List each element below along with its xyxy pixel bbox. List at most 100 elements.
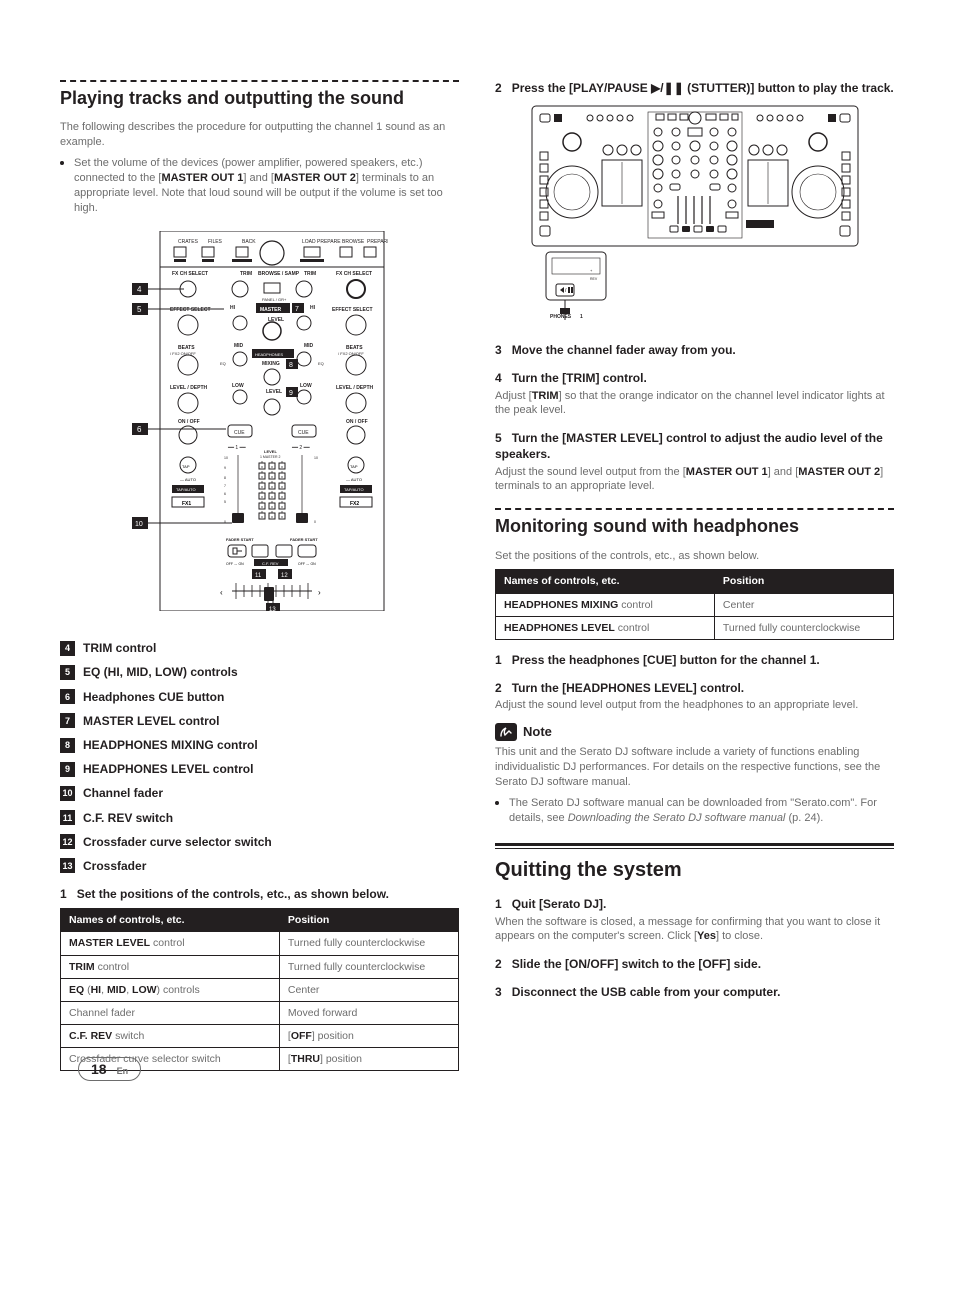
svg-text:TAP: TAP: [350, 464, 358, 469]
svg-text:8: 8: [289, 362, 293, 369]
badge-9: 9: [60, 762, 75, 777]
svg-text:HEADPHONES: HEADPHONES: [255, 352, 283, 357]
svg-text:MIXING: MIXING: [262, 361, 280, 367]
dashed-rule: [60, 80, 459, 82]
bullet-text: The Serato DJ software manual can be dow…: [509, 796, 894, 826]
svg-text:OFF ↔ ON: OFF ↔ ON: [226, 562, 244, 566]
play-pause-icon: ▶/❚❚: [651, 81, 684, 95]
svg-text:/ FX2 ON/OFF: / FX2 ON/OFF: [338, 351, 364, 356]
control-item: 6Headphones CUE button: [60, 689, 459, 705]
unit-diagram-svg: +REV / PHONES 1: [530, 104, 860, 324]
svg-text:PREPARE: PREPARE: [367, 239, 388, 245]
section-heading: Quitting the system: [495, 857, 894, 884]
svg-text:/: /: [565, 288, 567, 294]
note-label: Note: [523, 723, 552, 741]
svg-text:LEVEL / DEPTH: LEVEL / DEPTH: [170, 385, 208, 391]
page-number: 18 En: [78, 1057, 141, 1082]
svg-text:LEVEL / DEPTH: LEVEL / DEPTH: [336, 385, 374, 391]
th-names: Names of controls, etc.: [61, 909, 280, 932]
note-heading: Note: [495, 723, 894, 741]
table-row: Channel faderMoved forward: [61, 1001, 459, 1024]
svg-text:10: 10: [314, 456, 318, 460]
svg-text:5: 5: [137, 305, 142, 314]
svg-text:/ FX2 ON/OFF: / FX2 ON/OFF: [170, 351, 196, 356]
bullet-item: The Serato DJ software manual can be dow…: [495, 796, 894, 826]
mixer-diagram-svg: CRATES FILES BACK LOAD PREPARE BROWSE PR…: [132, 231, 388, 611]
svg-text:0: 0: [314, 520, 316, 524]
svg-text:TAP/AUTO: TAP/AUTO: [344, 487, 364, 492]
svg-text:FILES: FILES: [208, 239, 223, 245]
note-icon: [495, 723, 517, 741]
control-label: C.F. REV switch: [83, 810, 173, 826]
badge-4: 4: [60, 641, 75, 656]
badge-10: 10: [60, 786, 75, 801]
badge-13: 13: [60, 858, 75, 873]
t: (STUTTER)] button to play the track.: [684, 81, 894, 95]
bold-text: MASTER OUT 1: [161, 172, 243, 184]
control-item: 5EQ (HI, MID, LOW) controls: [60, 664, 459, 680]
svg-text:10: 10: [224, 456, 228, 460]
page-num-value: 18: [91, 1060, 107, 1079]
step-heading: 3Move the channel fader away from you.: [495, 342, 894, 358]
svg-text:MID: MID: [304, 343, 314, 349]
control-item: 7MASTER LEVEL control: [60, 713, 459, 729]
step-subtext: Adjust the sound level output from the h…: [495, 698, 894, 713]
svg-text:LOAD PREPARE: LOAD PREPARE: [302, 239, 341, 245]
svg-text:CRATES: CRATES: [178, 239, 199, 245]
svg-text:6: 6: [137, 425, 142, 434]
svg-text:ON / OFF: ON / OFF: [178, 419, 200, 425]
svg-text:LEVEL: LEVEL: [266, 389, 282, 395]
svg-text:BACK: BACK: [242, 239, 256, 245]
svg-text:8: 8: [224, 476, 226, 480]
svg-text:LEVEL: LEVEL: [264, 449, 277, 454]
svg-text:EFFECT SELECT: EFFECT SELECT: [170, 307, 211, 313]
svg-text:1 MASTER 2: 1 MASTER 2: [260, 455, 280, 459]
control-item: 10Channel fader: [60, 785, 459, 801]
svg-text:FX2: FX2: [350, 501, 359, 507]
left-column: Playing tracks and outputting the sound …: [60, 80, 459, 1071]
svg-text:CUE: CUE: [234, 430, 245, 436]
note-paragraph: This unit and the Serato DJ software inc…: [495, 745, 894, 790]
svg-text:13: 13: [269, 607, 276, 611]
svg-text:FX CH SELECT: FX CH SELECT: [172, 271, 208, 277]
page-lang: En: [117, 1065, 129, 1077]
svg-text:REV: REV: [590, 277, 598, 281]
table-row: TRIM controlTurned fully counterclockwis…: [61, 955, 459, 978]
step-heading: 1Set the positions of the controls, etc.…: [60, 886, 459, 902]
table-row: EQ (HI, MID, LOW) controlsCenter: [61, 978, 459, 1001]
control-item: 9HEADPHONES LEVEL control: [60, 761, 459, 777]
control-label: TRIM control: [83, 640, 156, 656]
step-heading: 3Disconnect the USB cable from your comp…: [495, 984, 894, 1000]
text: ] and [: [243, 172, 274, 184]
step-heading: 2Press the [PLAY/PAUSE ▶/❚❚ (STUTTER)] b…: [495, 80, 894, 96]
svg-text:12: 12: [281, 573, 288, 579]
headphone-positions-table: Names of controls, etc. Position HEADPHO…: [495, 569, 894, 640]
control-label: MASTER LEVEL control: [83, 713, 219, 729]
control-label: Crossfader curve selector switch: [83, 834, 272, 850]
bullet-dot-icon: [60, 161, 64, 165]
step-text: Turn the [HEADPHONES LEVEL] control.: [512, 681, 744, 695]
right-column: 2Press the [PLAY/PAUSE ▶/❚❚ (STUTTER)] b…: [495, 80, 894, 1071]
svg-text:FADER START: FADER START: [290, 537, 318, 542]
svg-text:━━ 1 ━━: ━━ 1 ━━: [227, 445, 247, 451]
bullet-text: Set the volume of the devices (power amp…: [74, 156, 459, 215]
svg-text:10: 10: [135, 521, 143, 528]
control-item: 13Crossfader: [60, 858, 459, 874]
svg-text:EFFECT SELECT: EFFECT SELECT: [332, 307, 373, 313]
svg-text:EQ: EQ: [220, 361, 226, 366]
svg-text:7: 7: [224, 484, 226, 488]
control-label: HEADPHONES MIXING control: [83, 737, 258, 753]
control-item: 4 TRIM control: [60, 640, 459, 656]
table-row: HEADPHONES MIXING controlCenter: [496, 593, 894, 616]
step-text: Set the positions of the controls, etc.,…: [77, 887, 389, 901]
intro-paragraph: Set the positions of the controls, etc.,…: [495, 549, 894, 564]
control-label: EQ (HI, MID, LOW) controls: [83, 664, 238, 680]
svg-text:9: 9: [224, 466, 226, 470]
svg-text:BROWSE / SAMP: BROWSE / SAMP: [258, 271, 300, 277]
double-rule: [495, 843, 894, 849]
step-heading: 2Turn the [HEADPHONES LEVEL] control.: [495, 680, 894, 696]
th-names: Names of controls, etc.: [496, 570, 715, 593]
step-text: Turn the [TRIM] control.: [512, 371, 647, 385]
svg-text:TAP: TAP: [182, 464, 190, 469]
svg-text:— AUTO: — AUTO: [180, 477, 196, 482]
